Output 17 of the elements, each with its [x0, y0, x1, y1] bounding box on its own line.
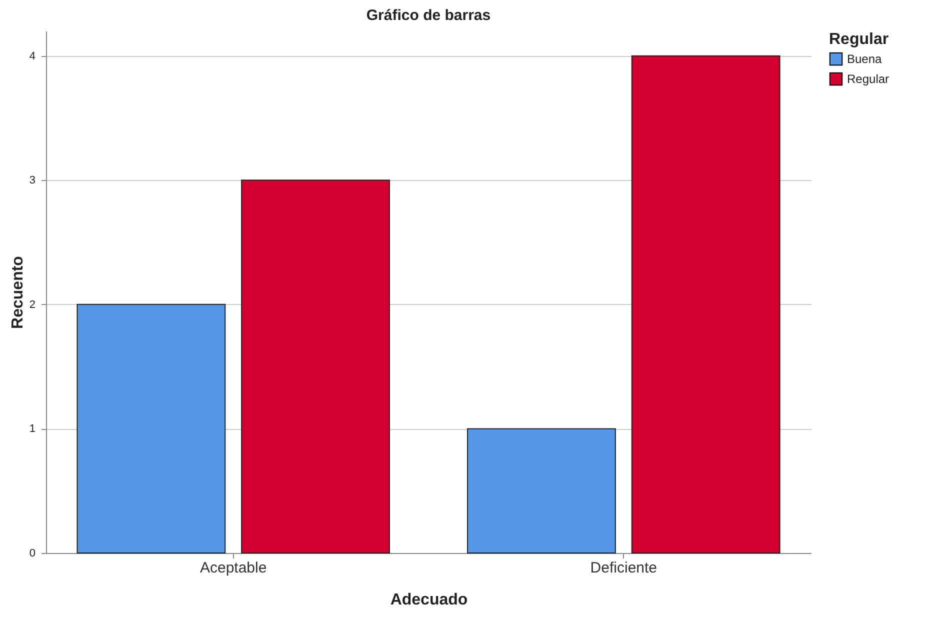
bar [467, 428, 616, 554]
y-axis-title: Recuento [9, 256, 26, 329]
legend-label: Regular [847, 72, 890, 86]
y-tick-label: 2 [29, 298, 36, 311]
y-tick-label: 3 [29, 174, 36, 187]
y-tick-label: 1 [29, 423, 36, 436]
x-tick-label: Deficiente [590, 560, 658, 576]
x-axis-title: Adecuado [390, 592, 468, 608]
chart-title: Gráfico de barras [366, 7, 491, 24]
bar [76, 304, 226, 554]
bar [241, 180, 390, 554]
x-tick-label: Aceptable [200, 560, 267, 576]
y-tick-label: 4 [29, 50, 36, 62]
bar [631, 55, 780, 554]
legend-label: Buena [847, 52, 882, 66]
y-tick-label: 0 [29, 548, 36, 560]
legend-title: Regular [829, 31, 889, 48]
